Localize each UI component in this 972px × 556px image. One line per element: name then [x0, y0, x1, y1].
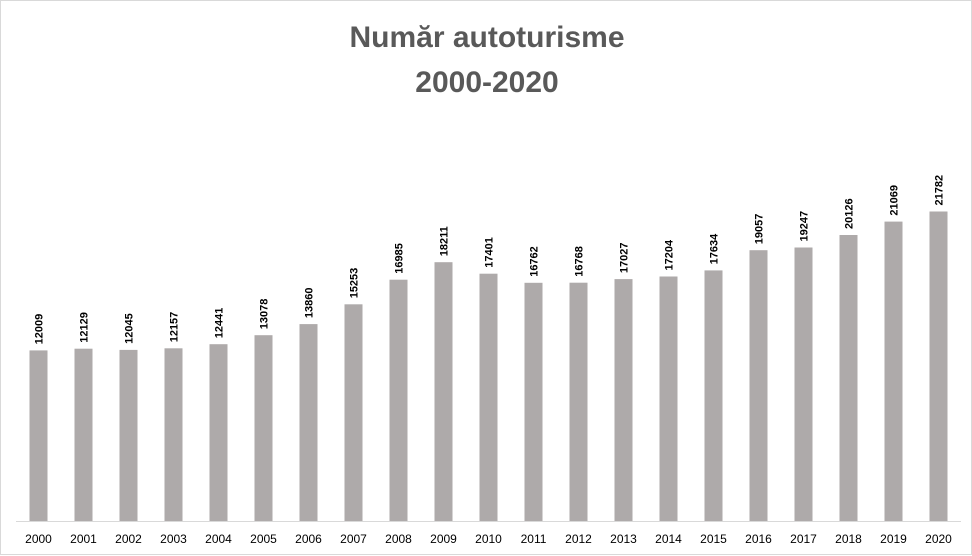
data-label: 17634	[709, 233, 721, 264]
data-label: 16985	[394, 243, 406, 274]
bar-2004	[209, 344, 228, 521]
bar-2011	[524, 282, 543, 521]
bar-2020	[929, 211, 948, 521]
x-tick-label: 2000	[25, 532, 52, 546]
x-tick-label: 2019	[880, 532, 907, 546]
data-label: 20126	[844, 198, 856, 229]
x-tick-label: 2012	[565, 532, 592, 546]
x-tick-label: 2013	[610, 532, 637, 546]
data-label: 21069	[889, 185, 901, 216]
bar-2012	[569, 282, 588, 521]
bar-2006	[299, 324, 318, 521]
bar-2005	[254, 335, 273, 521]
x-tick-label: 2006	[295, 532, 322, 546]
data-label: 16762	[529, 246, 541, 277]
bar-2015	[704, 270, 723, 521]
bar-2013	[614, 279, 633, 521]
x-tick-label: 2004	[205, 532, 232, 546]
bar-2003	[164, 348, 183, 521]
chart-subtitle: 2000-2020	[415, 66, 558, 99]
bars-group	[29, 211, 948, 521]
data-label: 17401	[484, 237, 496, 268]
data-label: 17027	[619, 243, 631, 274]
bar-2017	[794, 247, 813, 521]
bar-2016	[749, 250, 768, 521]
x-tick-label: 2018	[835, 532, 862, 546]
data-label: 16768	[574, 246, 586, 277]
data-label: 12157	[169, 312, 181, 343]
x-tick-label: 2010	[475, 532, 502, 546]
x-tick-label: 2015	[700, 532, 727, 546]
bar-2000	[29, 350, 48, 521]
bar-2008	[389, 279, 408, 521]
data-label: 21782	[934, 175, 946, 206]
x-tick-label: 2020	[925, 532, 952, 546]
x-tick-label: 2014	[655, 532, 682, 546]
data-label: 18211	[439, 226, 451, 256]
x-tick-label: 2005	[250, 532, 277, 546]
data-label: 17204	[664, 239, 676, 270]
bar-2010	[479, 273, 498, 521]
x-tick-label: 2001	[70, 532, 97, 546]
bar-2018	[839, 235, 858, 521]
data-label: 12009	[34, 314, 46, 345]
x-tick-label: 2007	[340, 532, 367, 546]
x-tick-labels: 2000 2001 2002 2003 2004 2005 2006 2007 2008 2009…	[25, 532, 952, 546]
bar-2014	[659, 276, 678, 521]
bar-2019	[884, 221, 903, 521]
data-label: 19057	[754, 214, 766, 245]
bar-2002	[119, 349, 138, 521]
data-label: 13078	[259, 299, 271, 330]
bar-2007	[344, 304, 363, 521]
bar-2001	[74, 348, 93, 521]
x-tick-label: 2017	[790, 532, 817, 546]
data-label: 12129	[79, 312, 91, 343]
x-tick-label: 2003	[160, 532, 187, 546]
data-label: 12441	[214, 308, 226, 339]
x-tick-label: 2008	[385, 532, 412, 546]
data-labels: 12009 12129 12045 12157 12441 13078 13860 15253…	[34, 175, 946, 344]
bar-2009	[434, 262, 453, 521]
x-tick-label: 2016	[745, 532, 772, 546]
data-label: 15253	[349, 268, 361, 299]
data-label: 12045	[124, 313, 136, 344]
x-tick-label: 2009	[430, 532, 457, 546]
data-label: 19247	[799, 211, 811, 242]
x-tick-label: 2002	[115, 532, 142, 546]
x-tick-label: 2011	[521, 532, 547, 546]
chart-title: Număr autoturisme	[349, 21, 624, 54]
data-label: 13860	[304, 288, 316, 319]
